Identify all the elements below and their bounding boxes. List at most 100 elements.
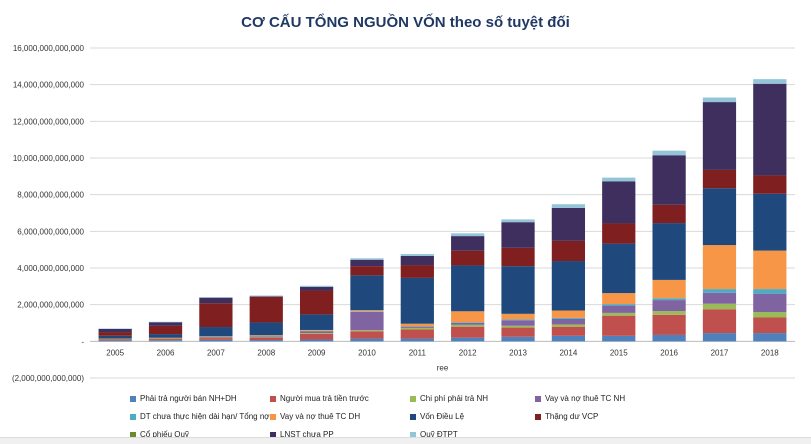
bar-segment <box>148 334 183 338</box>
x-tick-label: 2010 <box>358 348 376 357</box>
bar-segment <box>451 233 485 237</box>
bar-segment <box>400 277 434 324</box>
legend-label: DT chưa thực hiện dài hạn/ Tổng nợ <box>140 412 270 421</box>
bar-segment <box>199 337 233 339</box>
bar-segment <box>753 293 787 312</box>
bar-segment <box>98 339 132 340</box>
bar-segment <box>602 304 636 306</box>
bar-segment <box>501 327 535 337</box>
legend-label: Người mua trả tiền trước <box>280 394 369 403</box>
bar-segment <box>98 338 132 339</box>
bar-segment <box>148 340 183 342</box>
legend-label: Vay và nợ thuê TC NH <box>545 394 626 403</box>
bar-segment <box>551 318 586 325</box>
bar-segment <box>199 297 233 304</box>
bar-segment <box>98 328 132 333</box>
legend-item: LNST chưa PP <box>270 430 334 439</box>
bar-segment <box>299 333 334 334</box>
bar-segment <box>400 255 434 266</box>
bar-segment <box>451 250 485 266</box>
bar-segment <box>299 334 334 340</box>
legend-label: Vốn Điều Lệ <box>420 412 465 421</box>
bar-segment <box>249 295 283 297</box>
bar-segment <box>350 330 384 332</box>
bar-segment <box>98 332 132 336</box>
legend-item: DT chưa thực hiện dài hạn/ Tổng nợ <box>130 412 270 421</box>
legend-item: Phải trả người bán NH+DH <box>130 394 237 403</box>
bar-segment <box>753 175 787 194</box>
bar-segment <box>551 261 586 311</box>
x-tick-label: 2006 <box>157 348 175 357</box>
y-tick-label: - <box>81 337 84 346</box>
legend-label: Thặng dư VCP <box>545 412 599 421</box>
bar-segment <box>753 317 787 334</box>
bar-segment <box>350 310 384 312</box>
bar-segment <box>451 337 485 342</box>
bar-segment <box>249 335 283 336</box>
bar-segment <box>400 329 434 339</box>
bar-segment <box>249 296 283 297</box>
x-tick-label: 2008 <box>257 348 275 357</box>
bar-segment <box>501 336 535 342</box>
bar-segment <box>451 236 485 251</box>
bar-segment <box>199 336 233 338</box>
bar-segment <box>551 324 586 327</box>
bar-segment <box>702 303 737 310</box>
y-tick-label: 6,000,000,000,000 <box>17 227 84 236</box>
legend-label: Chi phí phải trả NH <box>420 394 489 403</box>
bar-segment <box>400 323 434 327</box>
bar-segment <box>199 327 233 337</box>
bar-segment <box>249 296 283 323</box>
legend-item: Vay và nợ thuê TC NH <box>535 394 625 403</box>
legend-swatch <box>130 395 136 402</box>
bar-segment <box>602 315 636 336</box>
bar-segment <box>753 193 787 251</box>
bar-segment <box>652 155 686 205</box>
bar-segment <box>602 223 636 244</box>
bar-segment <box>98 340 132 342</box>
x-tick-label: 2015 <box>610 348 628 357</box>
bar-segment <box>551 335 586 342</box>
bar-segment <box>148 322 183 326</box>
bar-segment <box>702 97 737 103</box>
bar-segment <box>148 338 183 340</box>
bar-segment <box>249 340 283 342</box>
x-tick-label: 2013 <box>509 348 527 357</box>
bar-segment <box>652 314 686 335</box>
bar-segment <box>702 289 737 293</box>
legend-item: Người mua trả tiền trước <box>270 394 369 403</box>
bar-segment <box>652 334 686 342</box>
bar-segment <box>501 320 535 326</box>
bar-segment <box>602 335 636 342</box>
bar-segment <box>299 290 334 315</box>
chart-title: CƠ CẤU TỔNG NGUỒN VỐN theo số tuyệt đối <box>241 14 570 31</box>
bar-segment <box>602 177 636 182</box>
bar-segment <box>753 79 787 84</box>
bar-segment <box>148 321 183 323</box>
x-tick-label: 2009 <box>308 348 326 357</box>
x-tick-label: 2017 <box>711 348 729 357</box>
x-axis-label: ree <box>437 363 449 372</box>
bar-segment <box>299 339 334 342</box>
bar-segment <box>249 337 283 341</box>
bar-segment <box>652 150 686 156</box>
x-tick-label: 2012 <box>459 348 477 357</box>
bar-segment <box>350 275 384 311</box>
bar-segment <box>299 329 334 331</box>
legend-swatch <box>410 395 416 402</box>
bar-segment <box>551 326 586 336</box>
y-tick-label: 10,000,000,000,000 <box>13 154 85 163</box>
bar-segment <box>299 314 334 330</box>
legend-item: Thặng dư VCP <box>535 412 598 421</box>
bar-segment <box>652 279 686 299</box>
x-tick-label: 2005 <box>106 348 124 357</box>
bar-segment <box>602 243 636 294</box>
bar-segment <box>350 311 384 331</box>
sheet-scrollbar[interactable] <box>0 437 811 444</box>
bar-segment <box>602 181 636 224</box>
bar-segment <box>350 258 384 260</box>
bar-segment <box>98 335 132 339</box>
bar-segment <box>702 169 737 189</box>
bar-segment <box>652 300 686 312</box>
